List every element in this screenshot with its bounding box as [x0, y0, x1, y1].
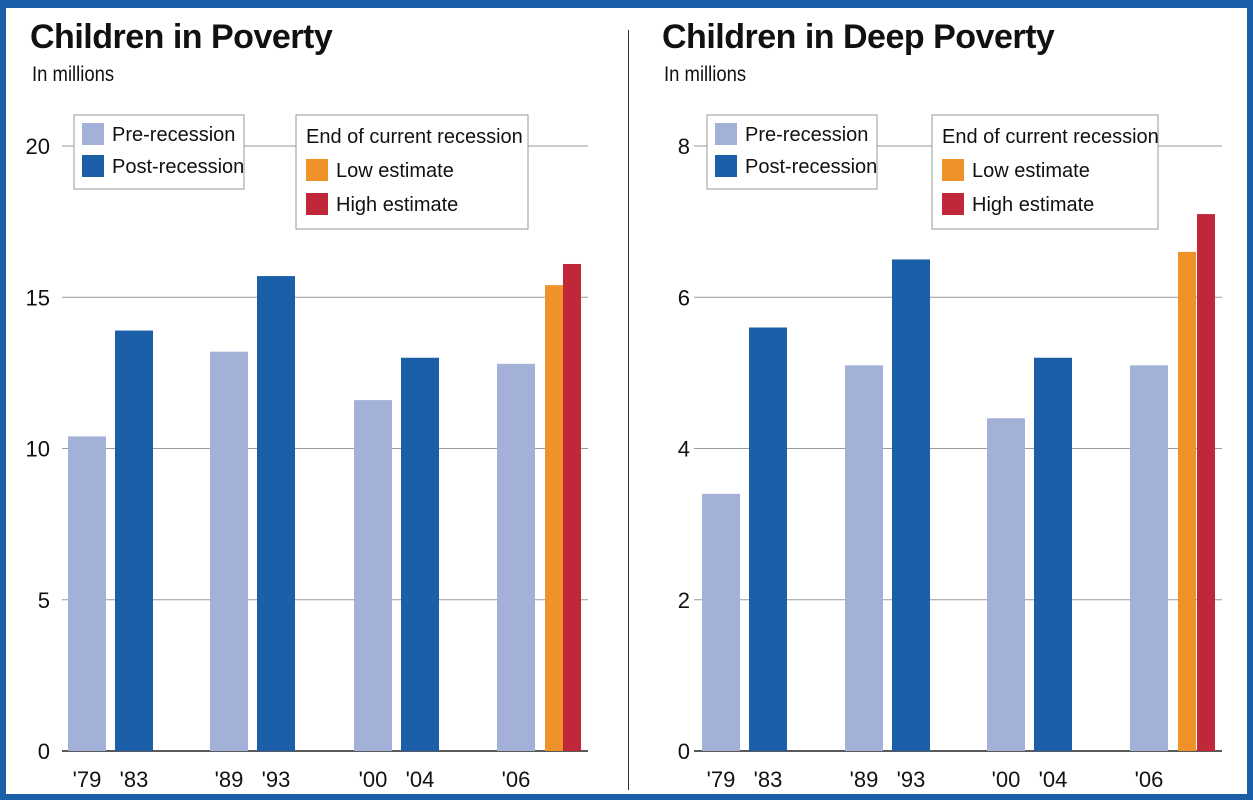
- y-tick-label: 20: [26, 134, 50, 159]
- legend-swatch-post: [82, 155, 104, 177]
- panel-divider: [628, 30, 629, 790]
- legend-label-high: High estimate: [972, 194, 1094, 216]
- bar-high: [563, 263, 581, 751]
- bar-post: [257, 276, 295, 751]
- chart-subtitle: In millions: [664, 63, 747, 86]
- y-tick-label: 2: [678, 588, 690, 613]
- x-tick-label: '06: [502, 767, 531, 792]
- legend-swatch-pre: [715, 123, 737, 145]
- x-tick-label: '04: [406, 767, 435, 792]
- bar-pre: [987, 418, 1025, 751]
- x-tick-label: '06: [1135, 767, 1164, 792]
- bar-pre: [68, 436, 106, 751]
- bar-post: [892, 259, 930, 751]
- x-tick-label: '79: [707, 767, 736, 792]
- chart-plot-deep-poverty: 0 2 4 6 8 '79 '83 '89 '93 '00 '04 '06 Pre-recession P…: [678, 114, 1222, 792]
- legend-label-post: Post-recession: [112, 156, 244, 178]
- bar-post: [1034, 357, 1072, 751]
- x-tick-label: '00: [992, 767, 1021, 792]
- bar-post: [115, 330, 153, 751]
- y-tick-label: 4: [678, 437, 690, 462]
- bar-pre: [702, 493, 740, 751]
- x-tick-label: '93: [262, 767, 291, 792]
- x-tick-label: '04: [1039, 767, 1068, 792]
- legend-swatch-high: [942, 193, 964, 215]
- bar-pre: [354, 400, 392, 751]
- legend-label-post: Post-recession: [745, 156, 877, 178]
- bar-pre: [1130, 365, 1168, 751]
- bar-pre: [210, 351, 248, 751]
- x-tick-label: '83: [754, 767, 783, 792]
- y-tick-label: 15: [26, 285, 50, 310]
- legend-group-title: End of current recession: [942, 126, 1159, 148]
- chart-panel-poverty: Children in Poverty In millions 0 5 10 15 20…: [0, 0, 620, 792]
- chart-title: Children in Deep Poverty: [662, 18, 1055, 56]
- x-tick-label: '93: [897, 767, 926, 792]
- legend-swatch-low: [942, 159, 964, 181]
- x-tick-label: '89: [850, 767, 879, 792]
- y-tick-label: 10: [26, 437, 50, 462]
- legend-label-pre: Pre-recession: [745, 124, 868, 146]
- legend-swatch-pre: [82, 123, 104, 145]
- x-tick-label: '89: [215, 767, 244, 792]
- legend-label-high: High estimate: [336, 194, 458, 216]
- legend-swatch-post: [715, 155, 737, 177]
- x-tick-label: '79: [73, 767, 102, 792]
- legend-label-pre: Pre-recession: [112, 124, 235, 146]
- y-tick-label: 8: [678, 134, 690, 159]
- legend-group-title: End of current recession: [306, 126, 523, 148]
- y-tick-label: 0: [38, 739, 50, 764]
- bar-low: [545, 285, 563, 751]
- legend-swatch-high: [306, 193, 328, 215]
- bar-post: [401, 357, 439, 751]
- bar-high: [1197, 214, 1215, 751]
- y-tick-label: 0: [678, 739, 690, 764]
- legend-label-low: Low estimate: [336, 160, 454, 182]
- chart-plot-poverty: 0 5 10 15 20 '79 '83 '89 '93 '00 '04 '06 Pre-recessi…: [26, 114, 588, 792]
- y-tick-label: 5: [38, 588, 50, 613]
- legend-box: [295, 114, 529, 230]
- legend-label-low: Low estimate: [972, 160, 1090, 182]
- bar-pre: [845, 365, 883, 751]
- bar-post: [749, 327, 787, 751]
- x-tick-label: '83: [120, 767, 149, 792]
- bar-pre: [497, 363, 535, 751]
- y-tick-label: 6: [678, 285, 690, 310]
- chart-subtitle: In millions: [32, 63, 115, 86]
- legend-box: [931, 114, 1159, 230]
- legend-swatch-low: [306, 159, 328, 181]
- chart-panel-deep-poverty: Children in Deep Poverty In millions 0 2 4…: [632, 0, 1247, 792]
- chart-title: Children in Poverty: [30, 18, 333, 56]
- x-tick-label: '00: [359, 767, 388, 792]
- bar-low: [1178, 251, 1196, 751]
